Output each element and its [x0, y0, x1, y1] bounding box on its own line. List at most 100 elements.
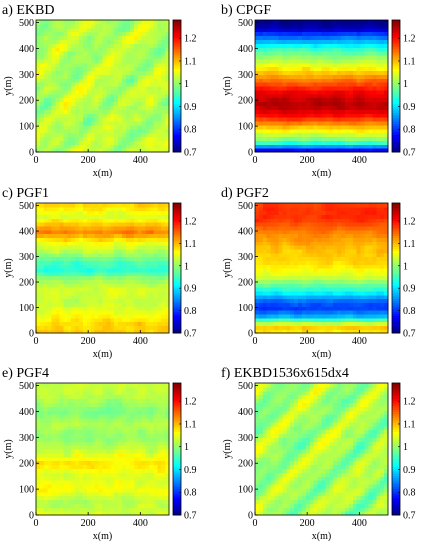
heatmap-cell: [298, 20, 303, 25]
heatmap-cell: [321, 136, 327, 141]
heatmap-cell: [305, 58, 311, 64]
heatmap-cell: [82, 310, 88, 315]
heatmap-cell: [348, 290, 354, 296]
heatmap-cell: [47, 136, 53, 141]
heatmap-cell: [133, 203, 139, 208]
heatmap-cell: [305, 225, 311, 231]
heatmap-cell: [165, 248, 170, 254]
heatmap-cell: [98, 128, 104, 134]
heatmap-cell: [286, 298, 291, 304]
heatmap-cell: [262, 47, 268, 52]
heatmap-cell: [364, 306, 370, 311]
heatmap-cell: [356, 23, 362, 29]
colorbar-segment: [173, 320, 181, 323]
colorbar-segment: [173, 70, 181, 74]
colorbar-segment: [392, 226, 400, 230]
heatmap-cell: [321, 206, 327, 212]
heatmap-cell: [94, 225, 100, 231]
heatmap-cell: [71, 225, 76, 231]
heatmap-cell: [258, 298, 264, 304]
heatmap-cell: [294, 329, 299, 334]
heatmap-cell: [329, 214, 334, 219]
heatmap-cell: [313, 271, 319, 277]
heatmap-cell: [71, 58, 76, 64]
heatmap-cell: [118, 43, 123, 48]
heatmap-cell: [125, 233, 131, 239]
heatmap-cell: [79, 82, 84, 87]
heatmap-cell: [294, 210, 299, 216]
heatmap-cell: [348, 321, 354, 326]
heatmap-cell: [137, 82, 143, 87]
heatmap-cell: [79, 313, 84, 319]
heatmap-cell: [290, 310, 295, 315]
heatmap-cell: [157, 62, 162, 68]
heatmap-cell: [352, 329, 358, 334]
heatmap-cell: [133, 78, 139, 83]
heatmap-cell: [274, 62, 280, 68]
heatmap-cell: [317, 306, 323, 311]
heatmap-cell: [137, 105, 143, 110]
heatmap-cell: [63, 210, 68, 216]
heatmap-cell: [90, 248, 96, 254]
colorbar-segment: [173, 203, 181, 206]
heatmap-cell: [137, 245, 143, 250]
heatmap-cell: [125, 117, 131, 122]
heatmap-cell: [262, 39, 268, 44]
heatmap-cell: [313, 86, 319, 91]
heatmap-cell: [344, 275, 350, 281]
heatmap-cell: [262, 271, 268, 277]
heatmap-cell: [313, 222, 319, 227]
heatmap-cell: [94, 140, 100, 145]
heatmap-cell: [301, 43, 307, 48]
heatmap-cell: [125, 237, 131, 242]
heatmap-cell: [372, 54, 377, 60]
heatmap-cell: [114, 20, 119, 25]
heatmap-cell: [301, 294, 307, 300]
colorbar-segment: [392, 298, 400, 301]
heatmap-cell: [51, 128, 57, 134]
heatmap-cell: [165, 51, 170, 56]
heatmap-cell: [262, 321, 268, 326]
colorbar-segment: [392, 235, 400, 239]
heatmap-cell: [98, 245, 104, 250]
heatmap-cell: [305, 101, 311, 107]
heatmap-cell: [161, 113, 166, 118]
heatmap-cell: [106, 260, 111, 265]
heatmap-cell: [290, 206, 295, 212]
heatmap-cell: [262, 214, 268, 219]
heatmap-cell: [337, 210, 342, 216]
heatmap-cell: [102, 252, 108, 258]
heatmap-cell: [82, 210, 88, 216]
heatmap-cell: [165, 279, 170, 284]
heatmap-cell: [317, 313, 323, 319]
heatmap-cell: [352, 203, 358, 208]
heatmap-cell: [39, 20, 45, 25]
heatmap-cell: [129, 313, 135, 319]
heatmap-cell: [301, 51, 307, 56]
heatmap-cell: [129, 117, 135, 122]
heatmap-cell: [122, 294, 127, 300]
heatmap-cell: [282, 225, 287, 231]
heatmap-cell: [122, 210, 127, 216]
heatmap-cell: [55, 294, 61, 300]
heatmap-cell: [118, 86, 123, 91]
heatmap-cell: [114, 144, 119, 149]
heatmap-cell: [333, 237, 338, 242]
colorbar-segment: [173, 229, 181, 232]
heatmap-cell: [145, 302, 151, 307]
heatmap-cell: [337, 109, 342, 114]
colorbar-segment: [173, 149, 181, 153]
heatmap-cell: [341, 290, 346, 296]
heatmap-cell: [282, 329, 287, 334]
heatmap-cell: [141, 20, 147, 25]
heatmap-cell: [286, 136, 291, 141]
heatmap-cell: [161, 89, 166, 95]
heatmap-cell: [82, 93, 88, 99]
colorbar-segment: [173, 307, 181, 310]
heatmap-cell: [380, 218, 385, 223]
heatmap-cell: [282, 105, 287, 110]
heatmap-cell: [282, 271, 287, 277]
heatmap-cell: [141, 290, 147, 296]
heatmap-cell: [294, 260, 299, 265]
heatmap-cell: [86, 109, 92, 114]
